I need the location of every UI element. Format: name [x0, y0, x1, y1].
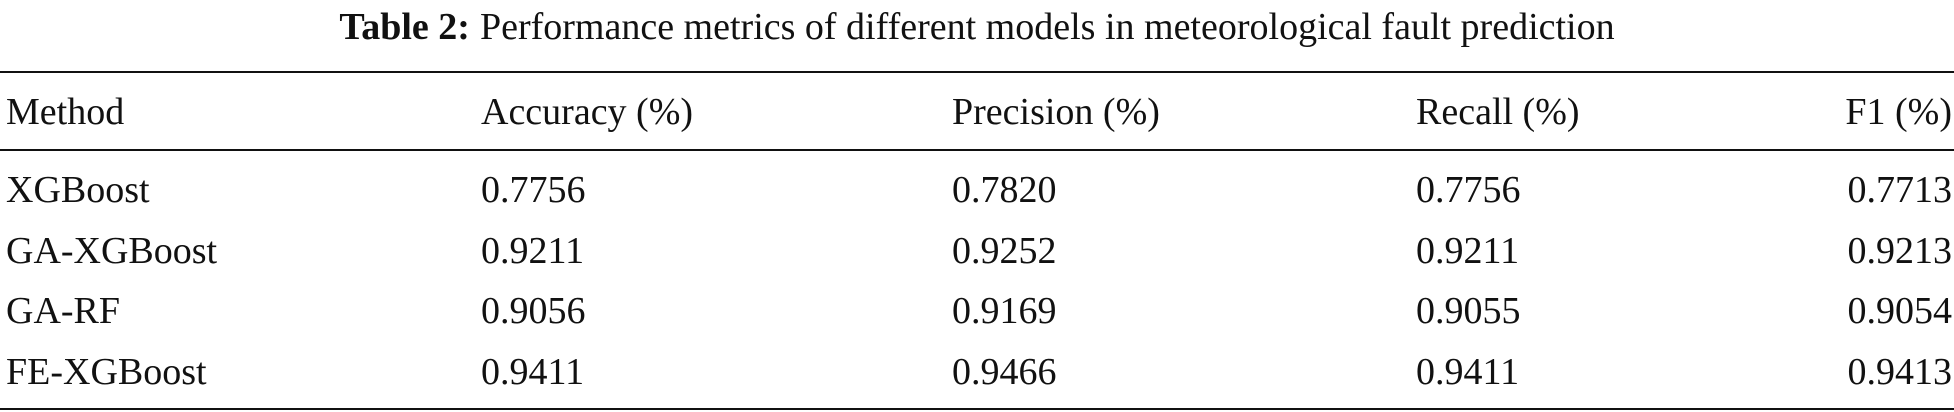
metric-cell: 0.7756: [481, 169, 586, 211]
metric-cell: 0.9169: [952, 290, 1057, 332]
metric-cell: 0.9411: [481, 351, 585, 393]
top-rule: [0, 71, 1954, 73]
method-cell: FE-XGBoost: [6, 351, 207, 393]
table-caption: Table 2: Performance metrics of different…: [0, 4, 1954, 50]
metric-cell: 0.7756: [1416, 169, 1521, 211]
metric-cell: 0.9211: [1416, 230, 1520, 272]
method-cell: XGBoost: [6, 169, 150, 211]
metric-cell: 0.9411: [1416, 351, 1520, 393]
method-cell: GA-XGBoost: [6, 230, 218, 272]
header-cell: Accuracy (%): [481, 91, 694, 133]
metric-cell: 0.9466: [952, 351, 1057, 393]
metric-cell: 0.9413: [1847, 351, 1953, 393]
header-cell: F1 (%): [1845, 91, 1952, 133]
metric-cell: 0.9211: [481, 230, 585, 272]
header-cell: Method: [6, 91, 125, 133]
metric-cell: 0.7713: [1847, 169, 1953, 211]
metric-cell: 0.7820: [952, 169, 1057, 211]
header-rule: [0, 149, 1954, 151]
bottom-rule: [0, 408, 1954, 410]
metric-cell: 0.9054: [1847, 290, 1953, 332]
caption-text: Performance metrics of different models …: [479, 6, 1615, 48]
metric-cell: 0.9252: [952, 230, 1057, 272]
metric-cell: 0.9055: [1416, 290, 1521, 332]
metric-cell: 0.9213: [1847, 230, 1953, 272]
caption-label: Table 2:: [339, 6, 470, 48]
header-cell: Recall (%): [1416, 91, 1580, 133]
header-cell: Precision (%): [952, 91, 1160, 133]
method-cell: GA-RF: [6, 290, 121, 332]
metric-cell: 0.9056: [481, 290, 586, 332]
